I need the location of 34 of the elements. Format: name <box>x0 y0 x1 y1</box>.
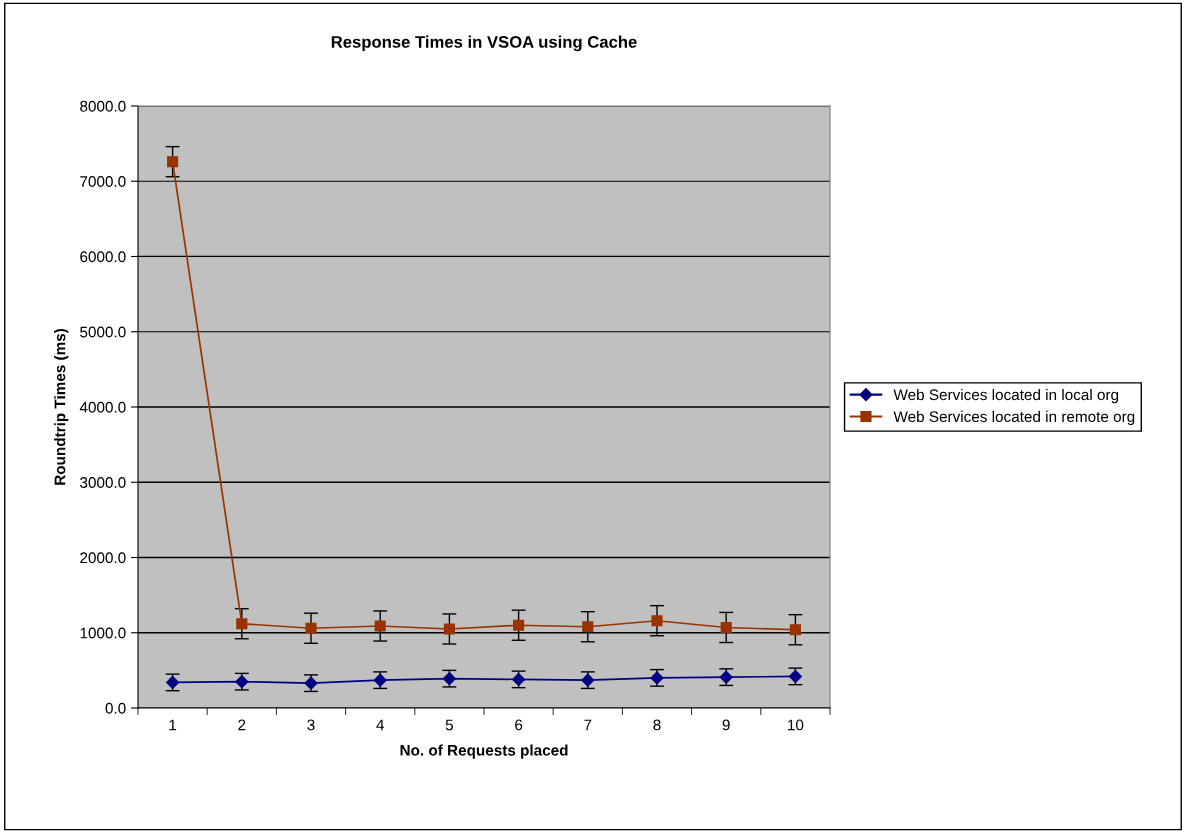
x-tick-label: 3 <box>307 719 315 731</box>
y-tick-label: 2000.0 <box>80 552 126 564</box>
x-tick-label: 7 <box>584 719 592 731</box>
x-tick-label: 10 <box>788 719 804 731</box>
x-axis-title: No. of Requests placed <box>400 744 568 759</box>
x-tick-label: 1 <box>169 719 177 731</box>
x-tick-label: 6 <box>515 719 523 731</box>
y-axis-title: Roundtrip Times (ms) <box>54 328 69 485</box>
point <box>443 623 455 635</box>
y-tick-label: 8000.0 <box>80 100 126 112</box>
point <box>374 620 386 632</box>
y-tick-label: 3000.0 <box>80 477 126 488</box>
chart-title: Response Times in VSOA using Cache <box>331 35 637 52</box>
point <box>582 621 594 633</box>
legend-label: Web Services located in local org <box>893 388 1119 404</box>
point <box>720 621 732 634</box>
x-tick-label: 8 <box>653 719 661 731</box>
y-tick-label: 0.0 <box>105 702 126 714</box>
point <box>236 618 248 630</box>
point <box>513 619 525 631</box>
legend-label: Web Services located in remote org <box>893 410 1135 426</box>
y-tick-label: 4000.0 <box>79 401 126 413</box>
point <box>789 624 801 636</box>
point <box>651 615 663 627</box>
y-tick-label: 6000.0 <box>80 251 126 263</box>
point <box>305 622 317 634</box>
y-tick-label: 7000.0 <box>80 176 126 187</box>
y-tick-label: 1000.0 <box>80 627 126 639</box>
x-tick-label: 4 <box>376 719 384 731</box>
x-tick-label: 2 <box>238 719 246 731</box>
point <box>167 156 179 168</box>
x-tick-label: 9 <box>722 719 730 731</box>
y-tick-label: 5000.0 <box>80 326 126 338</box>
x-tick-label: 5 <box>445 719 454 731</box>
